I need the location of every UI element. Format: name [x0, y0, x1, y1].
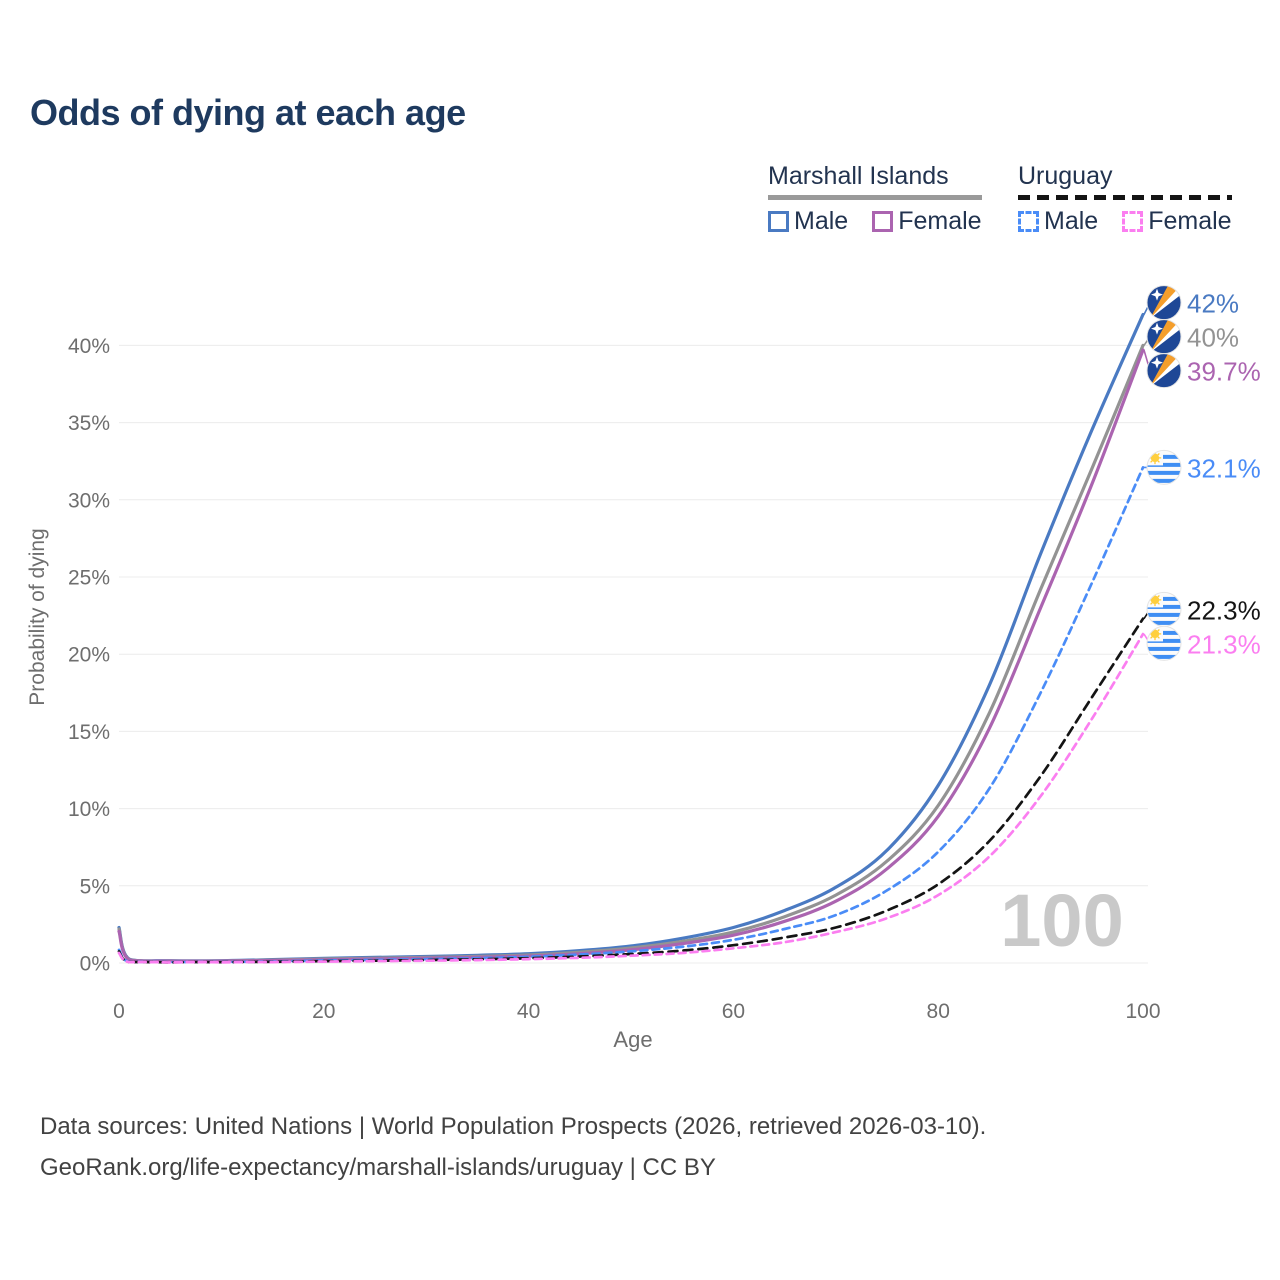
legend-group-marshall-islands: Marshall Islands Male Female — [768, 162, 982, 236]
legend-item-marshall-islands-male[interactable]: Male — [768, 207, 848, 236]
x-tick-label: 80 — [927, 1000, 950, 1023]
legend-underline-solid — [768, 195, 982, 200]
legend-group-uruguay: Uruguay Male Female — [1018, 162, 1232, 236]
y-tick-label: 15% — [68, 721, 110, 744]
series-line-uruguay-female[interactable] — [117, 632, 1145, 964]
end-label-marshall-islands-female[interactable]: 39.7% — [1187, 357, 1261, 387]
line-chart: 0% 5% 10% 15% 20% 25% 30% 35% 40% 0 20 40 60 80 100 Age… — [26, 285, 1261, 1052]
x-tick-label: 60 — [722, 1000, 745, 1023]
y-tick-label: 20% — [68, 644, 110, 667]
x-tick-label: 0 — [113, 1000, 125, 1023]
flag-icon-uruguay — [1147, 626, 1181, 661]
x-tick-label: 40 — [517, 1000, 540, 1023]
x-axis-title: Age — [613, 1027, 652, 1052]
legend-swatch-icon — [872, 211, 894, 232]
legend: Marshall Islands Male Female Uruguay Mal… — [0, 162, 1280, 242]
y-tick-label: 35% — [68, 412, 110, 435]
y-tick-label: 25% — [68, 567, 110, 590]
x-tick-label: 100 — [1125, 1000, 1160, 1023]
series-line-marshall-islands-male[interactable] — [117, 312, 1145, 963]
y-axis-title: Probability of dying — [26, 528, 49, 705]
flag-icon-uruguay — [1147, 450, 1181, 485]
end-label-uruguay-male[interactable]: 32.1% — [1187, 453, 1261, 483]
end-label-uruguay-female[interactable]: 21.3% — [1187, 629, 1261, 659]
end-label-marshall-islands-both-sexes[interactable]: 40% — [1187, 323, 1239, 353]
flag-icon-marshall-islands — [1147, 353, 1181, 388]
legend-item-label: Male — [794, 207, 849, 235]
end-label-uruguay-both-sexes[interactable]: 22.3% — [1187, 595, 1261, 625]
legend-item-label: Female — [1148, 207, 1232, 235]
y-tick-label: 0% — [80, 953, 110, 976]
legend-item-uruguay-male[interactable]: Male — [1018, 207, 1098, 236]
y-tick-label: 40% — [68, 335, 110, 358]
legend-group-title-uruguay[interactable]: Uruguay — [1018, 162, 1113, 190]
x-tick-label: 20 — [312, 1000, 335, 1023]
legend-swatch-icon — [1122, 211, 1144, 232]
watermark-age: 100 — [1000, 879, 1123, 962]
page-title: Odds of dying at each age — [30, 92, 466, 133]
legend-swatch-icon — [1018, 211, 1039, 232]
legend-item-uruguay-female[interactable]: Female — [1122, 207, 1232, 236]
series-line-marshall-islands-female[interactable] — [117, 348, 1145, 963]
legend-group-title-marshall-islands[interactable]: Marshall Islands — [768, 162, 949, 190]
legend-item-label: Female — [898, 207, 982, 235]
footer-url-line: GeoRank.org/life-expectancy/marshall-isl… — [40, 1154, 716, 1181]
legend-underline-dashed — [1018, 195, 1232, 200]
legend-swatch-icon — [768, 211, 789, 232]
flag-icon-marshall-islands — [1147, 285, 1181, 320]
y-tick-label: 10% — [68, 798, 110, 821]
footer: Data sources: United Nations | World Pop… — [40, 1106, 986, 1188]
footer-sources-line: Data sources: United Nations | World Pop… — [40, 1113, 987, 1140]
series-line-marshall-islands-both-sexes[interactable] — [117, 343, 1145, 963]
legend-item-marshall-islands-female[interactable]: Female — [872, 207, 982, 236]
legend-item-label: Male — [1044, 207, 1099, 235]
flag-icon-marshall-islands — [1147, 319, 1181, 354]
y-tick-label: 30% — [68, 489, 110, 512]
end-label-marshall-islands-male[interactable]: 42% — [1187, 289, 1239, 319]
y-tick-label: 5% — [80, 875, 110, 898]
